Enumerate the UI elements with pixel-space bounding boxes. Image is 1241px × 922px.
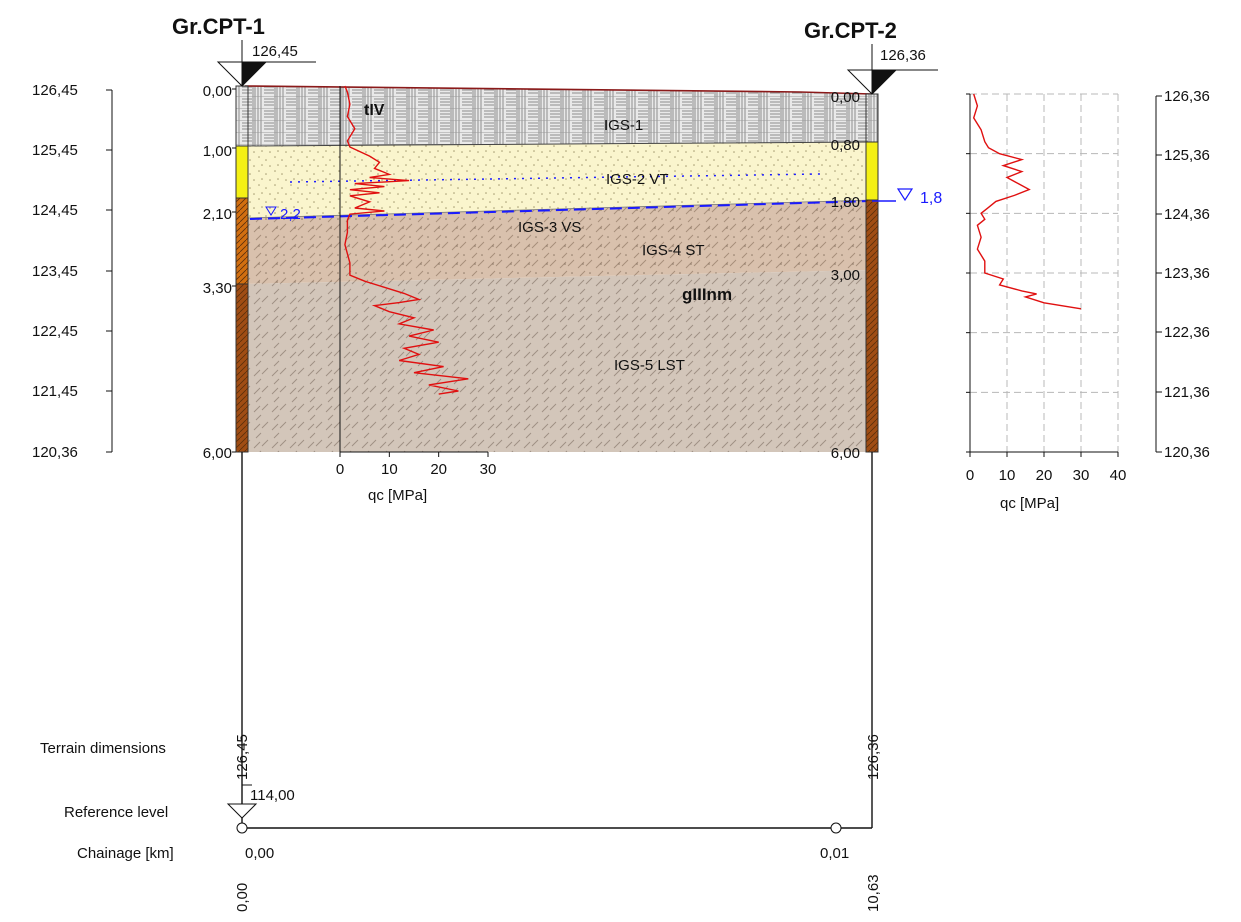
terrain-value-2: 126,36 <box>865 734 882 780</box>
depth-label: 1,00 <box>203 143 232 160</box>
borehole-2-name: Gr.CPT-2 <box>804 18 897 43</box>
left-elevation-scale: 126,45 125,45 124,45 123,45 122,45 121,4… <box>32 82 113 461</box>
water-dotted-line <box>289 173 821 183</box>
borehole-1-name: Gr.CPT-1 <box>172 14 265 39</box>
left-scale-label: 121,45 <box>32 383 78 400</box>
chainage-label: Chainage [km] <box>77 845 174 862</box>
depth-label: 6,00 <box>831 445 860 462</box>
right-scale-label: 120,36 <box>1164 444 1210 461</box>
depth-label: 0,00 <box>203 83 232 100</box>
cpt2-x-tick-label: 10 <box>999 467 1016 484</box>
borehole-2 <box>865 93 879 828</box>
terrain-line <box>244 85 873 95</box>
right-scale-label: 125,36 <box>1164 147 1210 164</box>
cpt2-x-tick-label: 40 <box>1110 467 1127 484</box>
layer-igs4 <box>245 200 872 284</box>
soil-layers <box>244 85 873 452</box>
chainage-value-1: 0,00 <box>234 883 251 912</box>
layer-label-igs4: IGS-4 ST <box>642 242 705 259</box>
cpt2-x-tick-label: 20 <box>1036 467 1053 484</box>
left-scale-label: 125,45 <box>32 142 78 159</box>
depth-label: 0,80 <box>831 137 860 154</box>
depth-label: 1,80 <box>831 194 860 211</box>
bottom-annotations: Terrain dimensions Reference level Chain… <box>40 734 882 912</box>
layer-label-glacial: gIIInm <box>682 285 732 304</box>
reference-level-label: Reference level <box>64 804 168 821</box>
cpt1-x-label: qc [MPa] <box>368 487 427 504</box>
chainage-value-2: 10,63 <box>865 874 882 912</box>
borehole-2-head <box>846 44 938 95</box>
right-scale-label: 121,36 <box>1164 384 1210 401</box>
layer-label-igs2: IGS-2 VT <box>606 171 669 188</box>
left-scale-ticks <box>106 89 112 453</box>
right-scale-label: 122,36 <box>1164 324 1210 341</box>
layer-igs2 <box>245 142 872 218</box>
terrain-value-1: 126,45 <box>234 734 251 780</box>
water-level-2-value: 1,8 <box>920 190 942 207</box>
chainage-end: 0,01 <box>820 845 849 862</box>
terrain-dimensions-label: Terrain dimensions <box>40 740 166 757</box>
cpt1-x-tick-label: 20 <box>430 461 447 478</box>
water-table-line <box>249 200 873 220</box>
cpt1-chart: 0 10 20 30 qc [MPa] <box>336 85 497 504</box>
cpt2-x-label: qc [MPa] <box>1000 495 1059 512</box>
left-scale-label: 123,45 <box>32 263 78 280</box>
water-level-1-value: 2,2 <box>280 206 301 223</box>
borehole-2-elevation: 126,36 <box>880 47 926 64</box>
depth-label: 3,30 <box>203 280 232 297</box>
water-level-1: 2,2 <box>265 206 301 223</box>
layer-igs1 <box>245 86 872 146</box>
depth-label: 3,00 <box>831 267 860 284</box>
borehole-1-elevation: 126,45 <box>252 43 298 60</box>
left-scale-label: 124,45 <box>32 202 78 219</box>
layer-label-til: tIV <box>364 102 385 119</box>
cpt2-x-tick-label: 0 <box>966 467 974 484</box>
cpt2-x-tick-label: 30 <box>1073 467 1090 484</box>
borehole-1 <box>235 85 249 828</box>
chainage-point-end <box>830 822 842 834</box>
cpt2-series-line <box>972 93 1082 310</box>
depth-label: 6,00 <box>203 445 232 462</box>
layer-label-igs1: IGS-1 <box>604 117 643 134</box>
depth-label: 2,10 <box>203 206 232 223</box>
layer-igs5 <box>245 270 872 452</box>
cpt1-x-tick-label: 30 <box>480 461 497 478</box>
right-elevation-scale: 126,36 125,36 124,36 123,36 122,36 121,3… <box>1155 88 1210 461</box>
left-scale-label: 122,45 <box>32 323 78 340</box>
left-scale-label: 126,45 <box>32 82 78 99</box>
borehole-2-depths: 0,00 0,80 1,80 3,00 6,00 <box>831 89 860 462</box>
left-scale-label: 120,36 <box>32 444 78 461</box>
right-scale-label: 123,36 <box>1164 265 1210 282</box>
cpt2-chart: 0 10 20 30 40 qc [MPa] <box>966 93 1127 512</box>
cpt1-series-line <box>344 85 469 395</box>
right-scale-label: 126,36 <box>1164 88 1210 105</box>
layer-label-igs5: IGS-5 LST <box>614 357 685 374</box>
chainage-start: 0,00 <box>245 845 274 862</box>
water-level-2: 1,8 <box>872 188 942 207</box>
chainage-point-start <box>236 822 248 834</box>
layer-label-igs3: IGS-3 VS <box>518 219 581 236</box>
cpt1-x-tick-label: 10 <box>381 461 398 478</box>
borehole-1-head <box>216 40 316 87</box>
reference-level-value: 114,00 <box>250 787 295 804</box>
borehole-1-depths: 0,00 1,00 2,10 3,30 6,00 <box>203 83 236 462</box>
cpt1-x-tick-label: 0 <box>336 461 344 478</box>
depth-label: 0,00 <box>831 89 860 106</box>
right-scale-label: 124,36 <box>1164 206 1210 223</box>
